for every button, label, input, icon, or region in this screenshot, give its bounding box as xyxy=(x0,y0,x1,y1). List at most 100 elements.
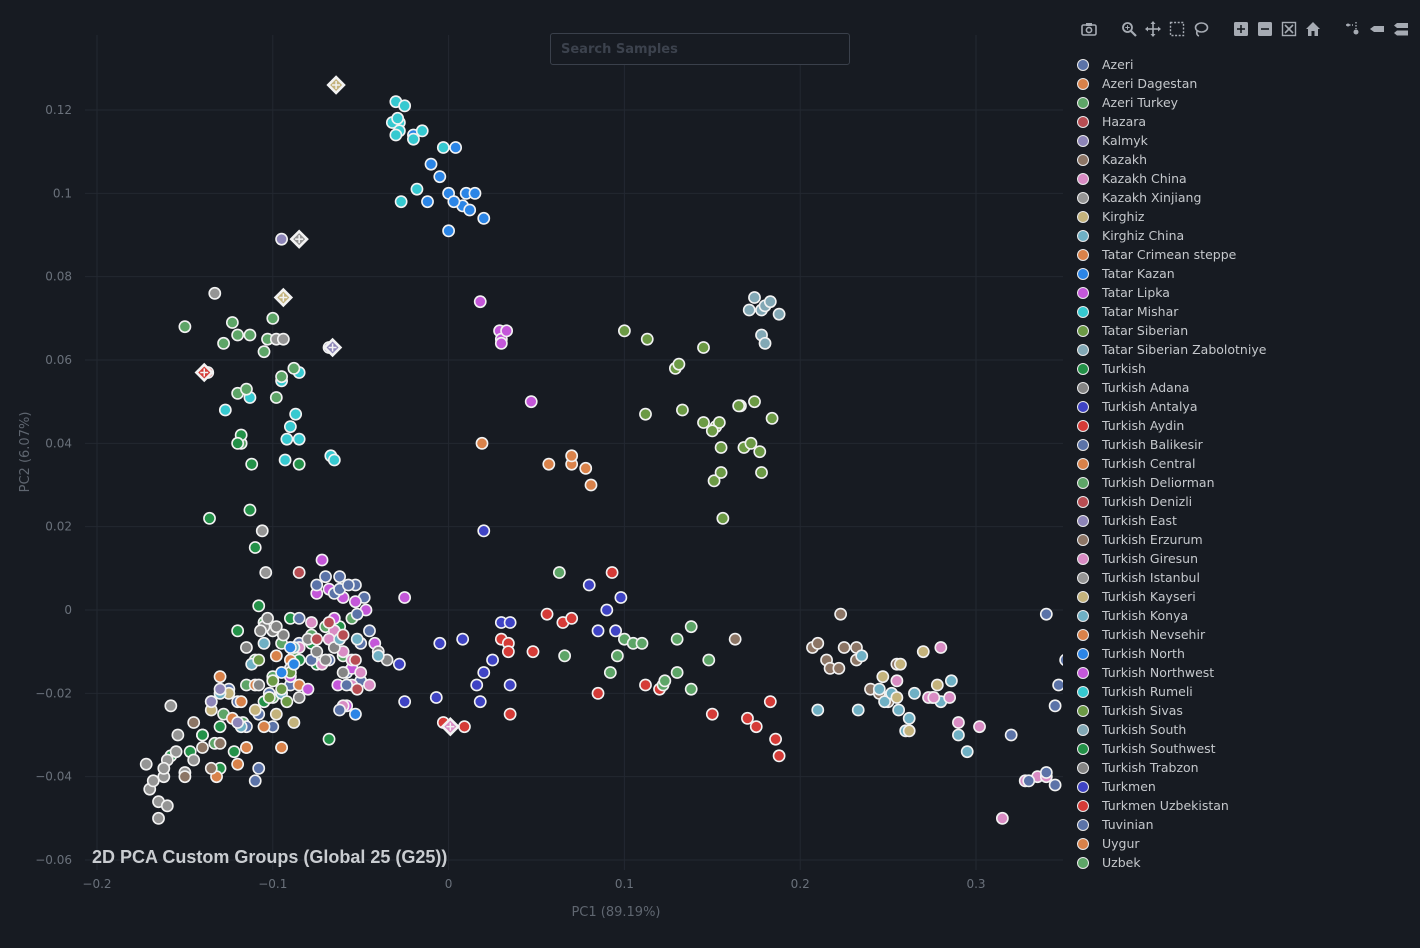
data-point[interactable] xyxy=(943,691,957,704)
data-point[interactable] xyxy=(614,591,628,604)
legend-item[interactable]: Kirghiz China xyxy=(1063,226,1266,245)
data-point[interactable] xyxy=(591,686,605,700)
data-point[interactable] xyxy=(240,382,253,396)
data-point[interactable] xyxy=(280,432,294,446)
data-point[interactable] xyxy=(305,616,318,629)
data-point[interactable] xyxy=(851,703,865,717)
legend-item[interactable]: Turkish Sivas xyxy=(1063,701,1266,720)
data-point[interactable] xyxy=(878,695,891,709)
data-point[interactable] xyxy=(213,720,227,734)
data-point[interactable] xyxy=(658,674,672,688)
data-point[interactable] xyxy=(832,661,846,675)
data-point[interactable] xyxy=(952,728,965,742)
data-point[interactable] xyxy=(225,316,239,329)
data-point[interactable] xyxy=(322,732,336,746)
data-point[interactable] xyxy=(319,570,332,584)
data-point[interactable] xyxy=(333,570,347,584)
data-points[interactable] xyxy=(139,78,1063,825)
data-point[interactable] xyxy=(952,716,965,729)
data-point[interactable] xyxy=(283,641,297,654)
data-point[interactable] xyxy=(772,307,786,321)
data-point[interactable] xyxy=(240,641,253,654)
data-point[interactable] xyxy=(501,645,515,659)
data-point[interactable] xyxy=(213,682,227,696)
data-point[interactable] xyxy=(350,632,364,646)
legend-item[interactable]: Kirghiz xyxy=(1063,207,1266,226)
data-point[interactable] xyxy=(1022,774,1036,788)
legend-item[interactable]: Azeri Dagestan xyxy=(1063,74,1266,93)
data-point[interactable] xyxy=(196,741,209,754)
legend-item[interactable]: Turkish xyxy=(1063,359,1266,378)
data-point[interactable] xyxy=(248,774,262,788)
data-point[interactable] xyxy=(234,695,248,709)
data-point[interactable] xyxy=(1039,766,1053,779)
data-point[interactable] xyxy=(394,195,408,209)
camera-icon[interactable] xyxy=(1080,20,1098,38)
data-point[interactable] xyxy=(275,370,288,384)
data-point[interactable] xyxy=(204,695,218,709)
legend-item[interactable]: Turkish East xyxy=(1063,511,1266,530)
data-point[interactable] xyxy=(1039,607,1053,621)
data-point[interactable] xyxy=(584,478,598,492)
data-point[interactable] xyxy=(231,716,245,729)
legend-item[interactable]: Turkish Konya xyxy=(1063,606,1266,625)
data-point[interactable] xyxy=(475,436,489,450)
data-point[interactable] xyxy=(433,636,447,650)
data-point[interactable] xyxy=(389,128,403,142)
legend-item[interactable]: Hazara xyxy=(1063,112,1266,131)
data-point[interactable] xyxy=(552,566,566,579)
data-point[interactable] xyxy=(301,682,315,696)
data-point[interactable] xyxy=(269,707,283,721)
data-point[interactable] xyxy=(257,345,271,359)
data-point[interactable] xyxy=(349,653,362,667)
data-point[interactable] xyxy=(187,716,201,729)
data-point[interactable] xyxy=(363,678,376,692)
data-point[interactable] xyxy=(287,361,301,375)
data-point[interactable] xyxy=(1048,778,1062,792)
data-point[interactable] xyxy=(252,761,266,775)
legend-item[interactable]: Turkish Trabzon xyxy=(1063,758,1266,777)
data-point[interactable] xyxy=(876,670,890,684)
legend-item[interactable]: Turkish Deliorman xyxy=(1063,473,1266,492)
data-point[interactable] xyxy=(811,703,825,717)
data-point[interactable] xyxy=(600,603,614,617)
data-point[interactable] xyxy=(705,424,719,438)
data-point[interactable] xyxy=(196,728,209,742)
data-point[interactable] xyxy=(565,611,579,625)
legend-item[interactable]: Turkish North xyxy=(1063,644,1266,663)
legend-item[interactable]: Turkish Denizli xyxy=(1063,492,1266,511)
data-point[interactable] xyxy=(603,666,617,679)
data-point[interactable] xyxy=(287,716,301,729)
legend-item[interactable]: Turkish Erzurum xyxy=(1063,530,1266,549)
data-point[interactable] xyxy=(280,695,294,709)
data-point[interactable] xyxy=(741,711,754,725)
data-point[interactable] xyxy=(477,211,491,225)
data-point[interactable] xyxy=(579,461,593,475)
data-point[interactable] xyxy=(217,336,230,350)
data-point[interactable] xyxy=(605,566,619,579)
legend-item[interactable]: Tatar Kazan xyxy=(1063,264,1266,283)
legend-item[interactable]: Turkish Aydin xyxy=(1063,416,1266,435)
data-point[interactable] xyxy=(463,203,477,217)
data-point[interactable] xyxy=(763,695,777,709)
data-point[interactable] xyxy=(500,324,514,338)
data-point[interactable] xyxy=(811,636,825,650)
data-point[interactable] xyxy=(902,711,916,725)
data-point[interactable] xyxy=(834,607,848,621)
data-point[interactable] xyxy=(707,474,721,488)
autoscale-icon[interactable] xyxy=(1280,20,1298,38)
data-point[interactable] xyxy=(398,591,412,604)
legend-item[interactable]: Kalmyk xyxy=(1063,131,1266,150)
data-point[interactable] xyxy=(310,645,324,659)
data-point[interactable] xyxy=(672,357,686,371)
data-point[interactable] xyxy=(916,645,930,659)
data-point[interactable] xyxy=(227,745,241,759)
data-point[interactable] xyxy=(257,720,271,734)
data-point[interactable] xyxy=(436,141,450,154)
data-point[interactable] xyxy=(748,291,761,304)
data-point[interactable] xyxy=(292,691,306,704)
data-point[interactable] xyxy=(755,466,768,479)
data-point[interactable] xyxy=(503,678,517,692)
lasso-select-icon[interactable] xyxy=(1192,20,1210,38)
data-point[interactable] xyxy=(231,328,245,342)
